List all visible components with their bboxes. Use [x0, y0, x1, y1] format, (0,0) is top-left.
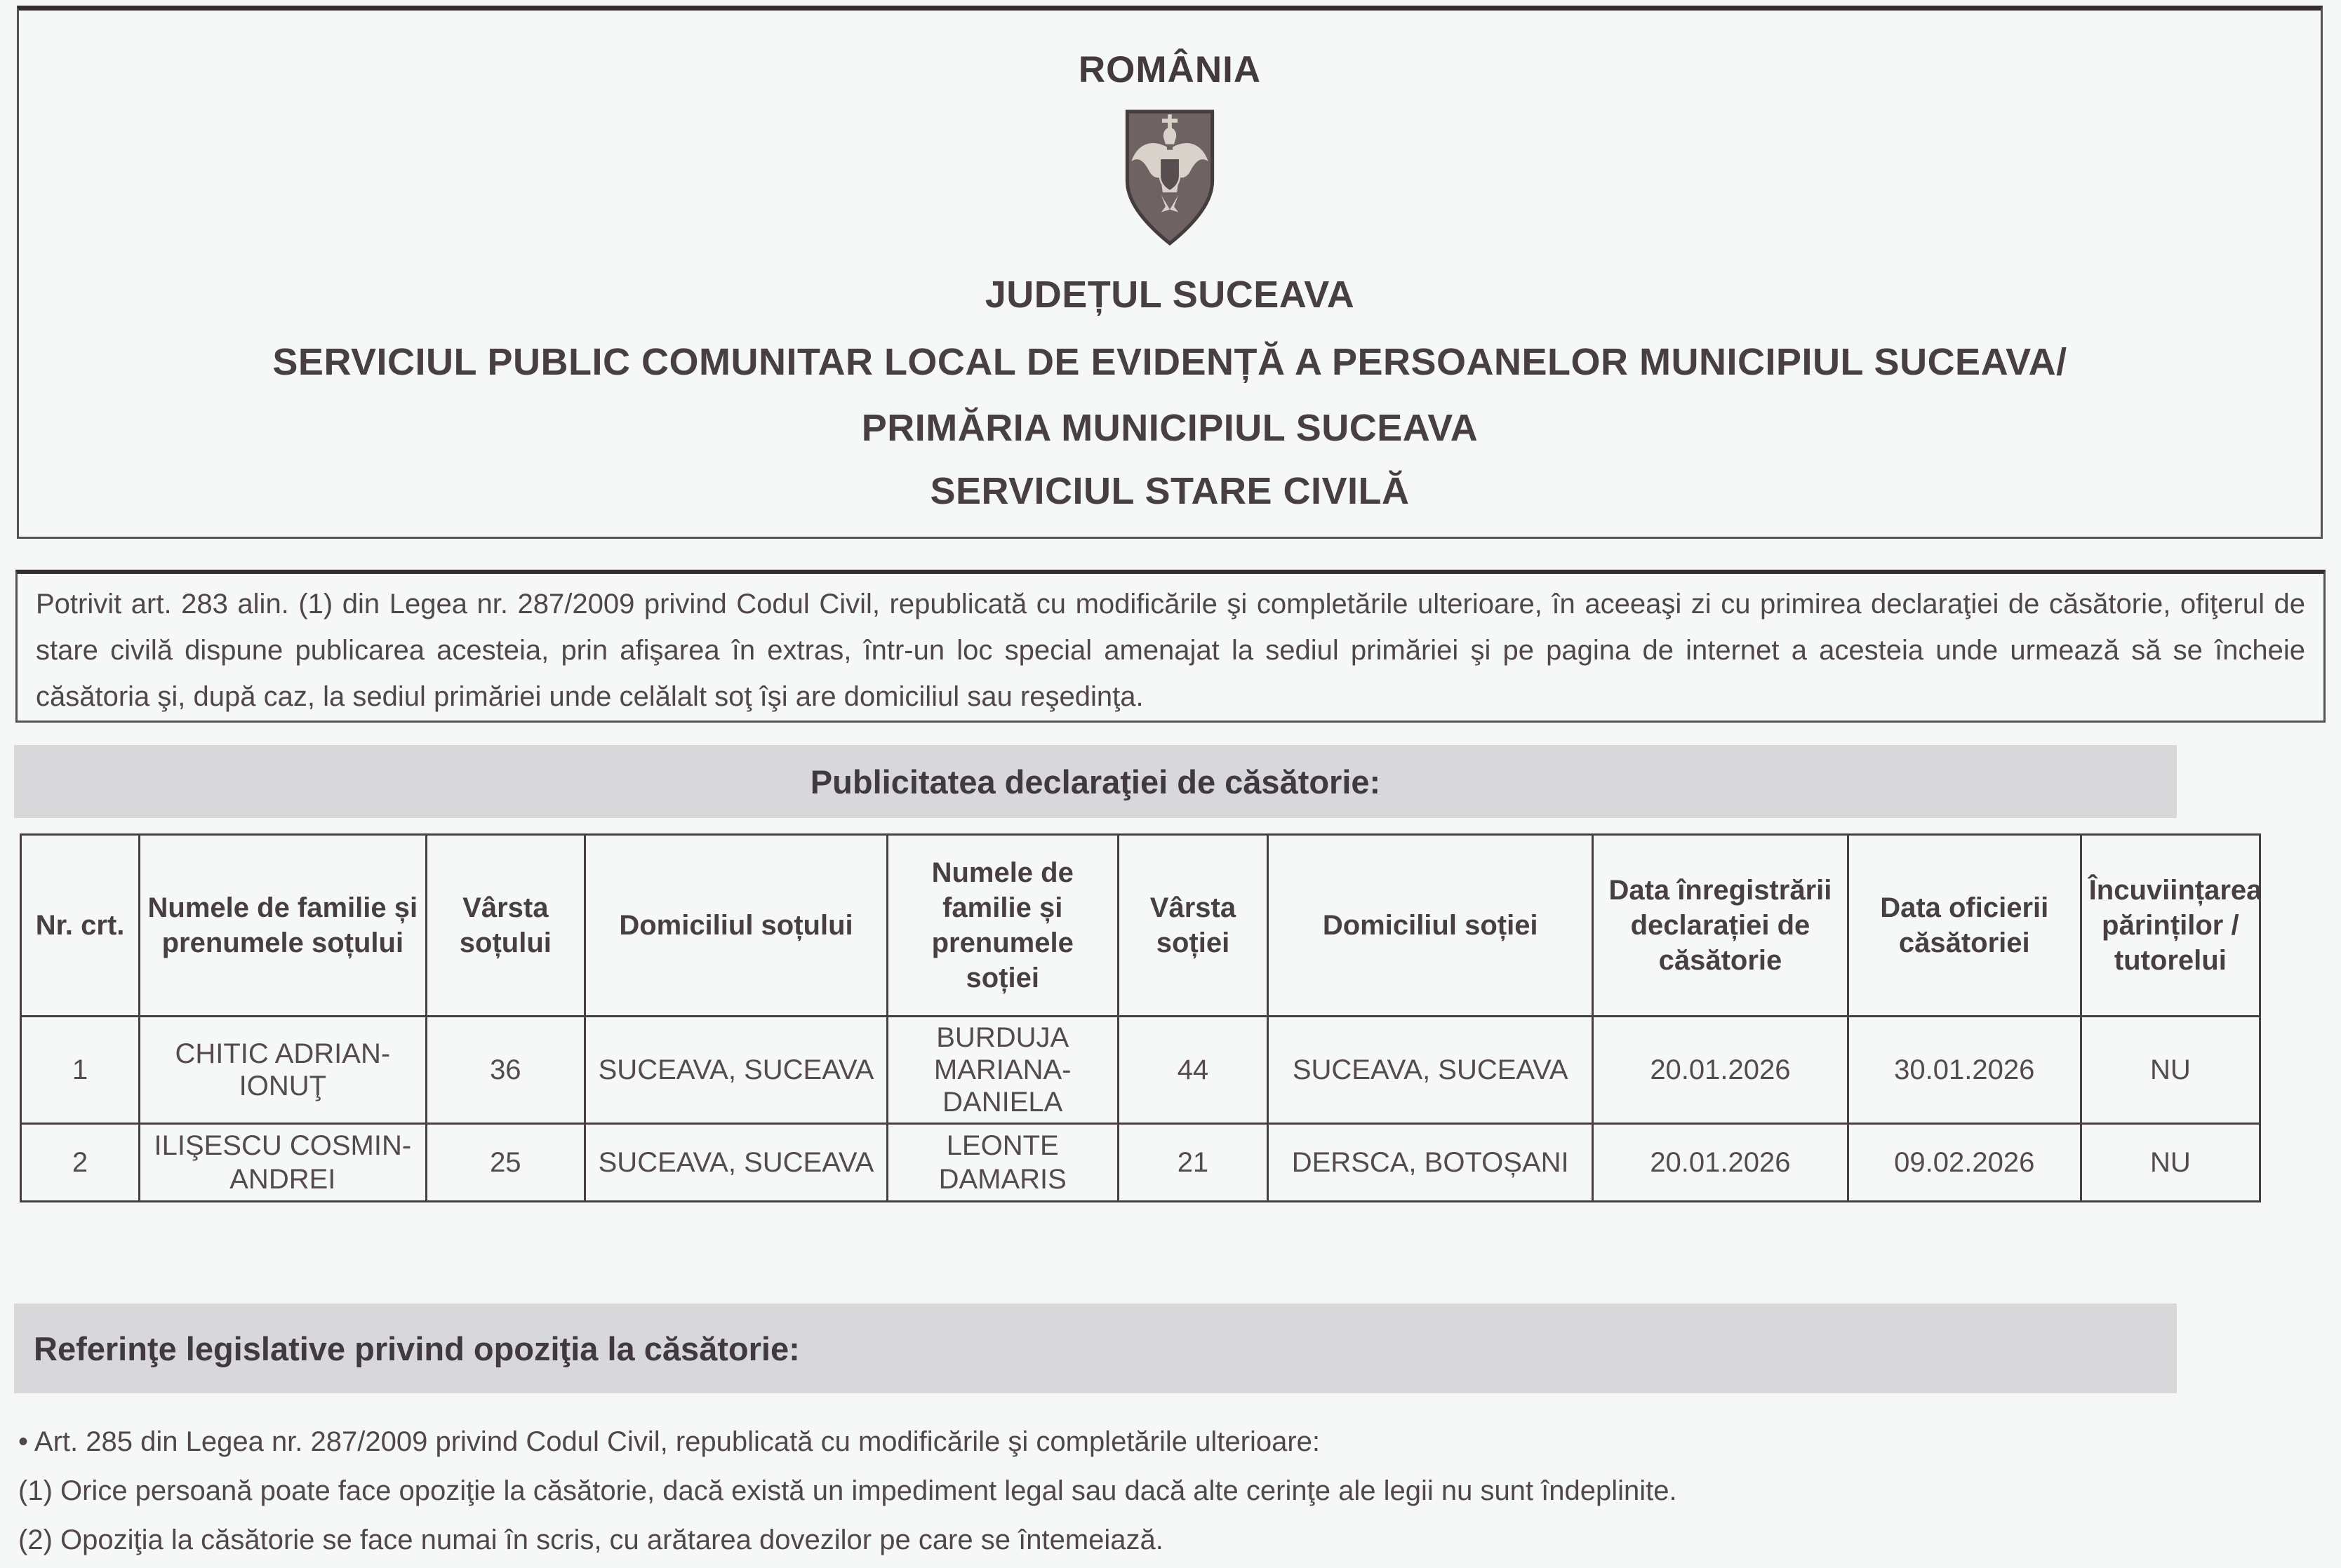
table-cell: SUCEAVA, SUCEAVA: [1267, 1015, 1594, 1125]
header-nr-crt: Nr. crt.: [19, 833, 141, 1017]
reference-item: • Art. 285 din Legea nr. 287/2009 privin…: [18, 1426, 1320, 1457]
table-cell: SUCEAVA, SUCEAVA: [584, 1015, 888, 1125]
header-husband-domicile: Domiciliul soțului: [584, 833, 888, 1017]
table-cell: 1: [19, 1015, 141, 1125]
table-cell: 20.01.2026: [1592, 1015, 1849, 1125]
reference-item: (2) Opoziţia la căsătorie se face numai …: [18, 1525, 1163, 1555]
table-cell: ILIŞESCU COSMIN-ANDREI: [138, 1123, 427, 1202]
table-cell: 30.01.2026: [1846, 1015, 2082, 1125]
table-cell: NU: [2079, 1015, 2262, 1125]
table-cell: SUCEAVA, SUCEAVA: [584, 1123, 888, 1202]
table-row: 2 ILIŞESCU COSMIN-ANDREI 25 SUCEAVA, SUC…: [19, 1123, 2262, 1202]
org-line-1: SERVICIUL PUBLIC COMUNITAR LOCAL DE EVID…: [272, 341, 2067, 383]
marriage-table: Nr. crt. Numele de familie și prenumele …: [19, 833, 2262, 1202]
table-cell: 21: [1116, 1123, 1269, 1202]
header-husband-name: Numele de familie și prenumele soțului: [138, 833, 427, 1017]
country-title: ROMÂNIA: [1078, 49, 1262, 91]
table-cell: BURDUJA MARIANA-DANIELA: [886, 1015, 1119, 1125]
header-husband-age: Vârsta soțului: [425, 833, 587, 1017]
table-header-row: Nr. crt. Numele de familie și prenumele …: [19, 833, 2262, 1017]
table-cell: 44: [1116, 1015, 1269, 1125]
header-section: ROMÂNIA JUDEȚUL SUCEAVA SERVICIUL PUBLIC…: [17, 6, 2323, 539]
publicity-title: Publicitatea declaraţiei de căsătorie:: [14, 745, 2177, 818]
table-row: 1 CHITIC ADRIAN-IONUŢ 36 SUCEAVA, SUCEAV…: [19, 1015, 2262, 1125]
table-cell: DERSCA, BOTOȘANI: [1267, 1123, 1594, 1202]
header-parental-consent: Încuviințarea părinților / tutorelui: [2079, 833, 2262, 1017]
table-cell: 09.02.2026: [1846, 1123, 2082, 1202]
table-cell: CHITIC ADRIAN-IONUŢ: [138, 1015, 427, 1125]
header-ceremony-date: Data oficierii căsătoriei: [1846, 833, 2082, 1017]
intro-paragraph: Potrivit art. 283 alin. (1) din Legea nr…: [15, 570, 2326, 723]
table-cell: 20.01.2026: [1592, 1123, 1849, 1202]
county-title: JUDEȚUL SUCEAVA: [985, 274, 1355, 316]
table-cell: NU: [2079, 1123, 2262, 1202]
table-cell: 2: [19, 1123, 141, 1202]
table-cell: 36: [425, 1015, 587, 1125]
table-cell: LEONTE DAMARIS: [886, 1123, 1119, 1202]
org-line-2: PRIMĂRIA MUNICIPIUL SUCEAVA: [861, 407, 1479, 449]
table-cell: 25: [425, 1123, 587, 1202]
header-registration-date: Data înregistrării declarației de căsăto…: [1592, 833, 1849, 1017]
header-wife-name: Numele de familie și prenumele soției: [886, 833, 1119, 1017]
header-wife-domicile: Domiciliul soției: [1267, 833, 1594, 1017]
reference-item: (1) Orice persoană poate face opoziţie l…: [18, 1475, 1677, 1506]
references-title: Referinţe legislative privind opoziţia l…: [14, 1304, 2177, 1393]
org-line-3: SERVICIUL STARE CIVILĂ: [930, 470, 1410, 512]
header-wife-age: Vârsta soției: [1116, 833, 1269, 1017]
coat-of-arms-icon: [1123, 107, 1217, 248]
